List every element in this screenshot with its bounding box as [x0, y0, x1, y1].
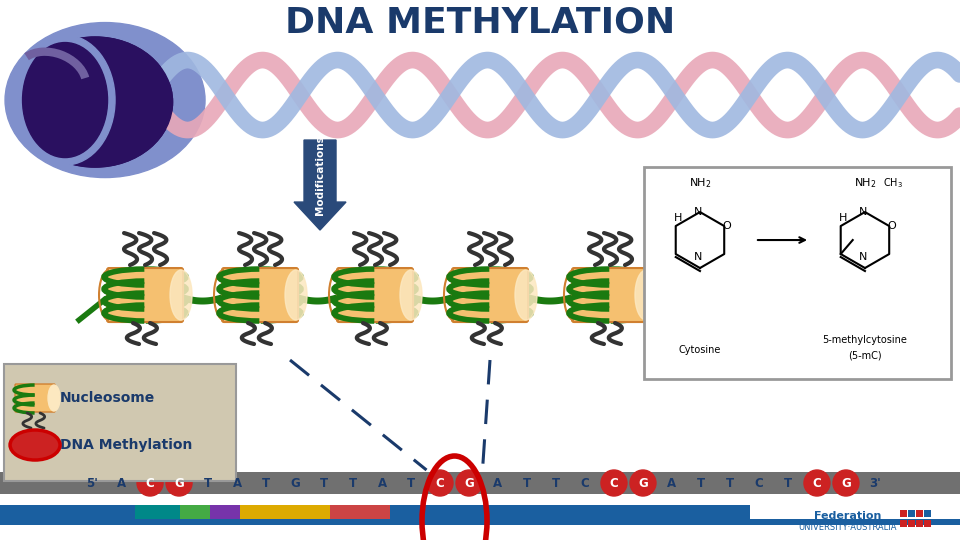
Bar [210, 505, 240, 519]
Text: A: A [377, 476, 387, 489]
Text: A: A [667, 476, 677, 489]
Text: N: N [694, 207, 702, 217]
Text: T: T [262, 476, 270, 489]
Text: N: N [694, 252, 702, 262]
Bar [0, 472, 960, 494]
Text: Nucleosome: Nucleosome [60, 391, 156, 405]
Text: DNA Methylation: DNA Methylation [60, 438, 192, 452]
Text: UNIVERSITY·AUSTRALIA: UNIVERSITY·AUSTRALIA [799, 523, 898, 531]
Bar [0, 505, 135, 519]
Circle shape [804, 470, 830, 496]
Bar [924, 520, 931, 527]
Text: 3': 3' [869, 476, 881, 489]
Circle shape [456, 470, 482, 496]
Text: H: H [674, 213, 682, 223]
Circle shape [601, 470, 627, 496]
FancyBboxPatch shape [15, 384, 55, 412]
FancyBboxPatch shape [337, 268, 413, 322]
Text: (5-mC): (5-mC) [848, 350, 882, 360]
Bar [360, 505, 390, 519]
Bar [180, 505, 210, 519]
Text: N: N [859, 207, 867, 217]
Text: T: T [348, 476, 357, 489]
Bar [908, 520, 915, 527]
Bar [390, 505, 750, 519]
Text: O: O [888, 221, 897, 231]
FancyBboxPatch shape [222, 268, 298, 322]
FancyBboxPatch shape [644, 167, 951, 379]
Text: G: G [638, 476, 648, 489]
Text: A: A [232, 476, 242, 489]
FancyBboxPatch shape [452, 268, 528, 322]
Ellipse shape [400, 270, 422, 320]
Text: C: C [581, 476, 589, 489]
Bar [135, 505, 180, 519]
FancyBboxPatch shape [572, 268, 648, 322]
FancyArrow shape [294, 140, 346, 230]
Text: NH$_2$: NH$_2$ [688, 176, 711, 190]
Text: A: A [116, 476, 126, 489]
Text: T: T [320, 476, 328, 489]
Circle shape [427, 470, 453, 496]
Text: G: G [841, 476, 851, 489]
Ellipse shape [15, 35, 115, 165]
Text: T: T [784, 476, 792, 489]
Text: T: T [407, 476, 415, 489]
Ellipse shape [17, 37, 173, 167]
Circle shape [166, 470, 192, 496]
Text: 5-methylcytosine: 5-methylcytosine [823, 335, 907, 345]
Text: Cytosine: Cytosine [679, 345, 721, 355]
Text: O: O [723, 221, 732, 231]
Circle shape [137, 470, 163, 496]
Text: Modifications: Modifications [315, 135, 325, 215]
Text: T: T [697, 476, 705, 489]
Text: DNA METHYLATION: DNA METHYLATION [285, 5, 675, 39]
Text: G: G [290, 476, 300, 489]
Bar [330, 505, 360, 519]
Text: T: T [204, 476, 212, 489]
Bar [924, 510, 931, 517]
Ellipse shape [12, 431, 60, 459]
Ellipse shape [48, 385, 60, 411]
Bar [900, 520, 907, 527]
Text: Federation: Federation [814, 511, 881, 521]
Ellipse shape [285, 270, 307, 320]
Text: A: A [493, 476, 503, 489]
Text: G: G [464, 476, 474, 489]
Text: T: T [552, 476, 560, 489]
Text: C: C [146, 476, 155, 489]
Bar [240, 505, 330, 519]
FancyBboxPatch shape [108, 268, 183, 322]
Bar [916, 520, 923, 527]
FancyBboxPatch shape [4, 364, 236, 481]
Text: C: C [755, 476, 763, 489]
Ellipse shape [22, 43, 108, 158]
Ellipse shape [17, 37, 173, 167]
Circle shape [833, 470, 859, 496]
Bar [908, 510, 915, 517]
Bar [916, 510, 923, 517]
Text: N: N [859, 252, 867, 262]
Text: T: T [726, 476, 734, 489]
Ellipse shape [170, 270, 192, 320]
Circle shape [630, 470, 656, 496]
Text: H: H [838, 213, 847, 223]
Text: T: T [523, 476, 531, 489]
Bar [900, 510, 907, 517]
Text: C: C [436, 476, 444, 489]
Ellipse shape [5, 23, 205, 178]
Text: C: C [610, 476, 618, 489]
Text: 5': 5' [86, 476, 98, 489]
Text: C: C [812, 476, 822, 489]
Ellipse shape [635, 270, 657, 320]
Text: NH$_2$: NH$_2$ [853, 176, 876, 190]
Ellipse shape [515, 270, 537, 320]
Text: G: G [174, 476, 184, 489]
Bar [0, 519, 960, 525]
Text: CH$_3$: CH$_3$ [883, 176, 903, 190]
